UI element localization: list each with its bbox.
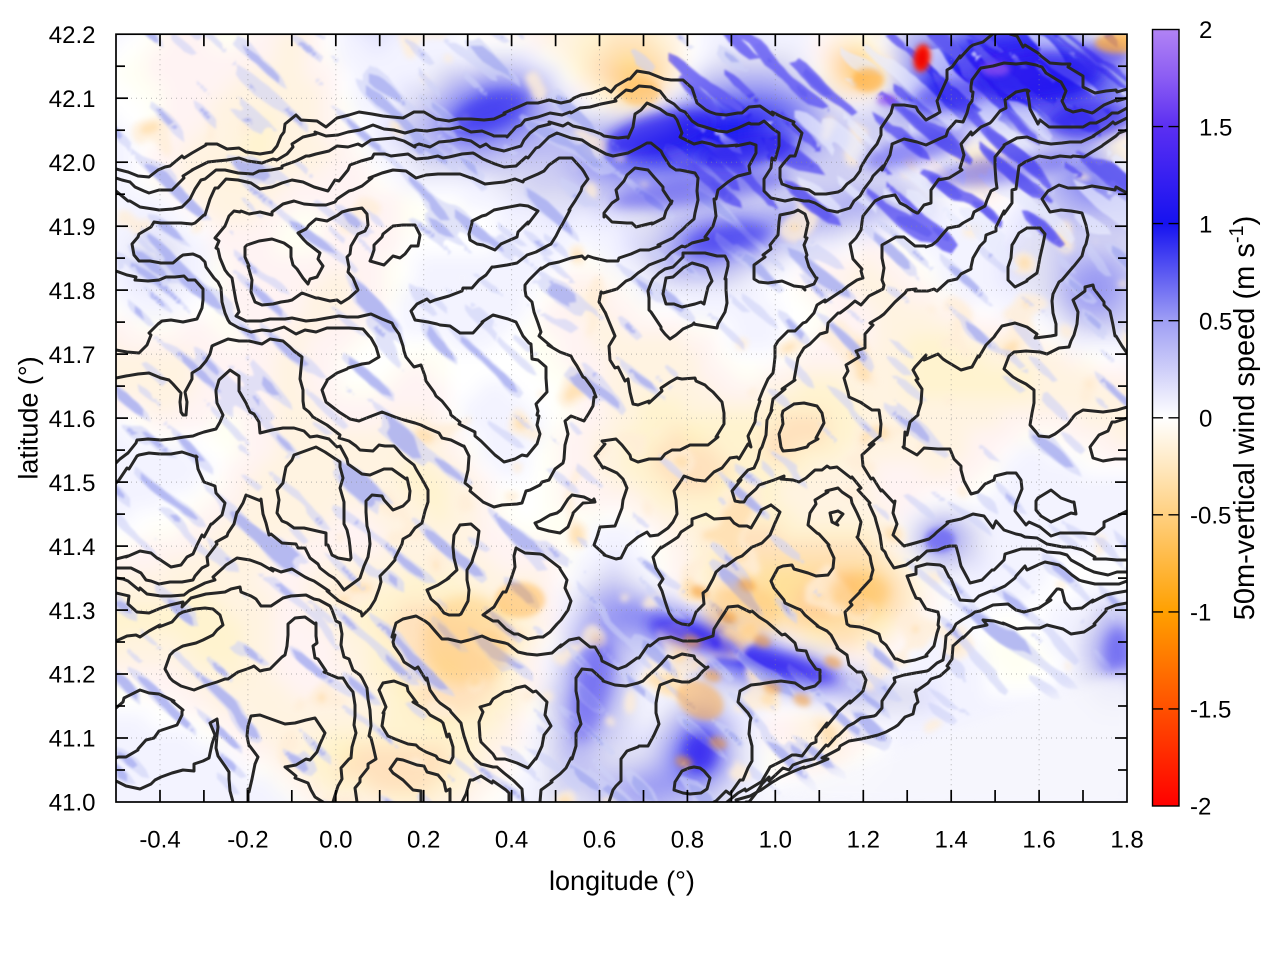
svg-text:41.0: 41.0 [49,790,96,817]
svg-text:41.5: 41.5 [49,470,96,497]
svg-text:1.8: 1.8 [1110,826,1143,853]
svg-text:1.5: 1.5 [1199,114,1232,141]
svg-text:1.4: 1.4 [935,826,968,853]
svg-text:41.8: 41.8 [49,278,96,305]
svg-text:-2: -2 [1190,794,1211,821]
svg-text:1: 1 [1199,211,1212,238]
svg-text:0.8: 0.8 [671,826,704,853]
svg-text:42.2: 42.2 [49,22,96,49]
svg-text:-0.4: -0.4 [139,826,180,853]
svg-text:41.7: 41.7 [49,342,96,369]
svg-text:41.9: 41.9 [49,214,96,241]
svg-text:0.5: 0.5 [1199,308,1232,335]
svg-text:-1.5: -1.5 [1190,697,1231,724]
svg-text:1.0: 1.0 [759,826,792,853]
svg-text:0.2: 0.2 [407,826,440,853]
svg-text:42.0: 42.0 [49,150,96,177]
svg-text:41.1: 41.1 [49,726,96,753]
svg-text:0.0: 0.0 [319,826,352,853]
svg-text:1.6: 1.6 [1022,826,1055,853]
svg-text:41.3: 41.3 [49,598,96,625]
svg-text:2: 2 [1199,17,1212,44]
svg-text:41.6: 41.6 [49,406,96,433]
svg-text:-0.2: -0.2 [227,826,268,853]
svg-text:-0.5: -0.5 [1190,503,1231,530]
svg-text:42.1: 42.1 [49,86,96,113]
svg-text:longitude (°): longitude (°) [549,866,695,896]
svg-text:-1: -1 [1190,600,1211,627]
svg-text:41.2: 41.2 [49,662,96,689]
svg-text:1.2: 1.2 [847,826,880,853]
svg-text:latitude (°): latitude (°) [14,356,44,479]
svg-text:50m-vertical wind speed (m s-1: 50m-vertical wind speed (m s-1) [1226,216,1261,621]
svg-text:0.6: 0.6 [583,826,616,853]
svg-text:0.4: 0.4 [495,826,528,853]
svg-text:41.4: 41.4 [49,534,96,561]
svg-text:0: 0 [1199,405,1212,432]
